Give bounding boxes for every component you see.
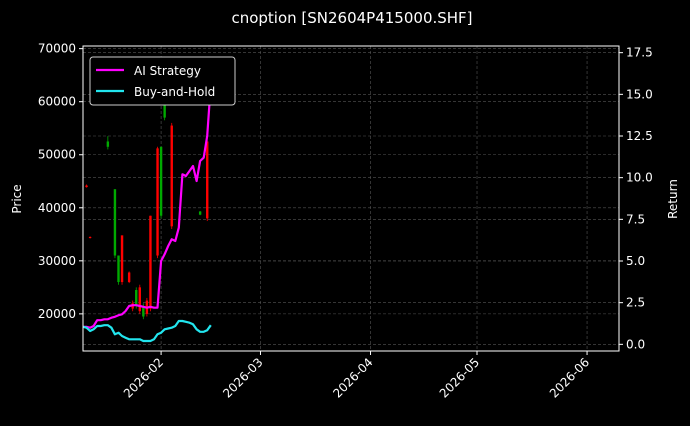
y-tick-label: 20000 [38,307,76,321]
y-tick-label: 70000 [38,42,76,56]
candle-body [120,235,124,283]
candle-body [127,272,131,283]
series-line-ai-strategy [83,84,212,329]
candle-body [135,290,138,306]
series-layer [82,84,212,343]
legend-label-buy-and-hold: Buy-and-Hold [134,85,215,99]
y2-tick-label: 0.0 [626,337,645,351]
legend-label-ai-strategy: AI Strategy [134,64,201,78]
candle-body [170,125,173,227]
y2-tick-label: 15.0 [626,87,653,101]
candle-body [206,141,209,219]
candle-body [106,141,110,147]
y2-tick-label: 5.0 [626,254,645,268]
y-tick-label: 60000 [38,95,76,109]
y-axis-label: Price [10,184,24,213]
plot-frame [82,45,620,352]
candle-body [159,146,163,216]
candle-body [142,305,145,317]
y2-tick-label: 10.0 [626,171,653,185]
y2-tick-label: 12.5 [626,129,653,143]
candle-body [85,185,88,188]
y-tick-label: 40000 [38,201,76,215]
left-axis-ticks: 20000 30000 40000 50000 60000 70000 [38,42,83,321]
y2-tick-label: 17.5 [626,46,653,60]
y2-tick-label: 2.5 [626,296,645,310]
y2-axis-label: Return [666,179,680,219]
candle-body [113,189,117,256]
candle-body [149,215,152,309]
chart-title: cnoption [SN2604P415000.SHF] [231,9,472,27]
candle-body [156,148,159,256]
candle-body [117,255,120,283]
candle-body [138,287,141,312]
right-axis-ticks: 0.0 2.5 5.0 7.5 10.0 12.5 15.0 17.5 [619,46,653,351]
y2-tick-label: 7.5 [626,212,645,226]
y-tick-label: 30000 [38,254,76,268]
candle-body [198,211,202,215]
candle-body [88,236,92,239]
legend-box [89,56,236,106]
series-line-buy-and-hold [82,319,212,343]
y-tick-label: 50000 [38,148,76,162]
legend: AI Strategy Buy-and-Hold [89,56,236,106]
